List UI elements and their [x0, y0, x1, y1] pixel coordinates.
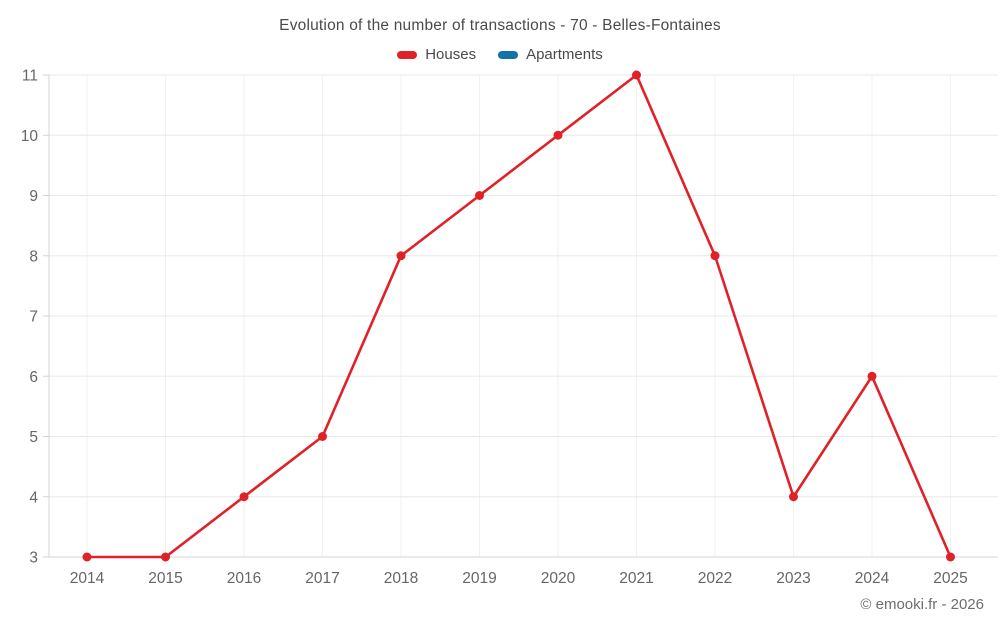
houses-series-line: [85, 73, 952, 559]
houses-data-point-2018[interactable]: [396, 251, 406, 261]
x-axis-label-2024: 2024: [855, 570, 890, 587]
y-axis-label-5: 5: [29, 429, 38, 446]
houses-data-point-2024[interactable]: [867, 371, 877, 381]
legend-item-apartments[interactable]: Apartments: [498, 46, 603, 63]
chart-title: Evolution of the number of transactions …: [279, 17, 721, 34]
legend-label-houses: Houses: [425, 46, 477, 63]
houses-data-point-2015[interactable]: [161, 552, 170, 562]
x-axis-label-2022: 2022: [698, 570, 732, 587]
houses-data-point-2017[interactable]: [318, 432, 327, 441]
x-axis-label-2019: 2019: [462, 570, 496, 587]
houses-data-point-2020[interactable]: [553, 130, 563, 140]
y-axis-label-11: 11: [22, 68, 38, 85]
y-axis-label-7: 7: [29, 309, 38, 326]
x-axis-label-2018: 2018: [384, 570, 418, 587]
x-axis-label-2023: 2023: [776, 570, 810, 587]
houses-series-swatch-icon: [397, 50, 418, 59]
x-axis-label-2016: 2016: [227, 570, 261, 587]
houses-data-point-2016[interactable]: [239, 492, 249, 502]
houses-data-point-2023[interactable]: [789, 492, 798, 502]
x-axis-label-2014: 2014: [70, 570, 105, 587]
y-axis-label-4: 4: [29, 489, 38, 506]
x-axis-label-2015: 2015: [148, 570, 182, 587]
y-axis-label-8: 8: [29, 248, 38, 265]
x-axis-label-2021: 2021: [619, 570, 653, 587]
x-axis-label-2017: 2017: [305, 570, 339, 587]
x-axis-label-2025: 2025: [933, 570, 967, 587]
houses-data-point-2019[interactable]: [475, 191, 484, 200]
houses-data-point-2014[interactable]: [82, 552, 92, 562]
houses-data-point-2025[interactable]: [946, 552, 955, 562]
x-axis-label-2020: 2020: [541, 570, 576, 587]
houses-data-point-2021[interactable]: [632, 70, 641, 80]
houses-data-point-2022[interactable]: [710, 251, 720, 261]
footer-credit: © emooki.fr - 2026: [860, 596, 984, 613]
chart-legend: Houses Apartments: [0, 46, 1000, 63]
legend-label-apartments: Apartments: [526, 46, 603, 63]
y-axis-label-3: 3: [29, 550, 38, 567]
y-axis-label-9: 9: [29, 188, 38, 205]
apartments-series-swatch-icon: [498, 50, 519, 59]
legend-item-houses[interactable]: Houses: [397, 46, 476, 63]
y-axis-label-10: 10: [21, 128, 39, 145]
y-axis-label-6: 6: [29, 369, 38, 386]
